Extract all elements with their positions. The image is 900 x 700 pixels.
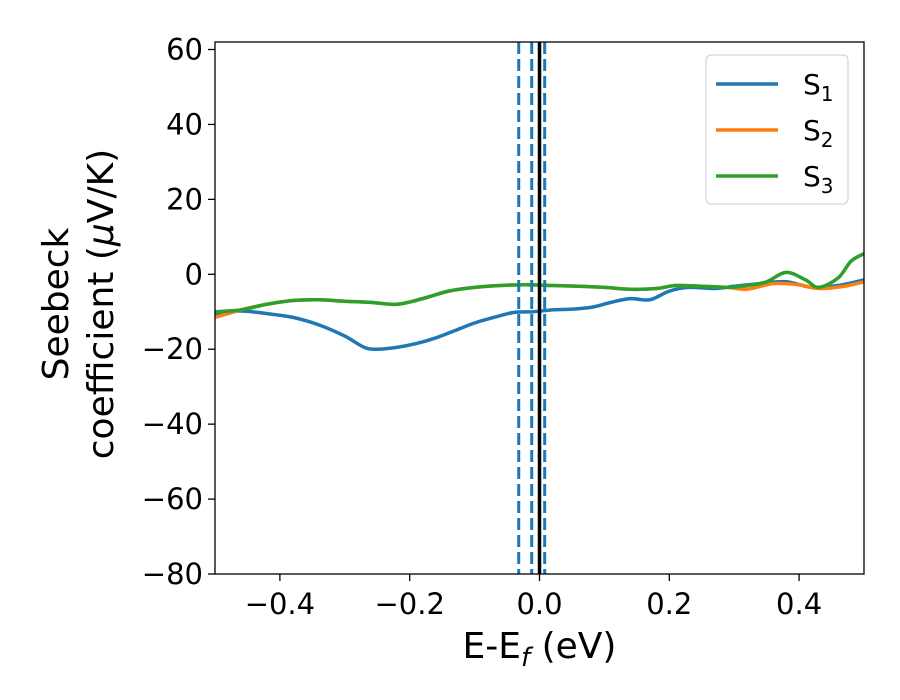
x-axis-label-rest: (eV) bbox=[530, 626, 616, 667]
y-tick-label: 20 bbox=[166, 182, 203, 216]
legend: S1 S2 S3 bbox=[705, 54, 849, 205]
y-axis-label-line1: Seebeck bbox=[36, 227, 77, 380]
x-tick-label: 0.4 bbox=[776, 587, 822, 621]
y-tick-label: 60 bbox=[166, 32, 203, 66]
y-tick-label: −40 bbox=[142, 407, 203, 441]
series-line-s3 bbox=[215, 252, 864, 314]
axis-ticks: −0.4 −0.2 0.0 0.2 0.4 60 40 20 0 −20 −40 −60 −80 bbox=[142, 32, 822, 621]
x-tick-label: −0.2 bbox=[374, 587, 444, 621]
y-axis-label-suffix: V/K) bbox=[81, 149, 122, 223]
x-axis-label-base: E-E bbox=[463, 626, 521, 667]
legend-label-s3: S3 bbox=[803, 160, 834, 198]
y-tick-label: −80 bbox=[142, 557, 203, 591]
y-axis-label-prefix: coefficient ( bbox=[81, 246, 122, 459]
legend-label-s1: S1 bbox=[803, 68, 834, 106]
legend-label-s2: S2 bbox=[803, 114, 834, 152]
y-axis-label: Seebeck coefficient (μV/K) bbox=[36, 149, 122, 459]
x-tick-label: 0.0 bbox=[516, 587, 562, 621]
x-tick-label: −0.4 bbox=[245, 587, 315, 621]
x-tick-label: 0.2 bbox=[646, 587, 692, 621]
y-axis-label-mu: μ bbox=[81, 223, 122, 247]
y-tick-label: 0 bbox=[185, 257, 203, 291]
y-tick-label: −60 bbox=[142, 482, 203, 516]
y-axis-label-line2: coefficient (μV/K) bbox=[81, 149, 122, 459]
series-lines bbox=[215, 252, 864, 351]
y-tick-label: 40 bbox=[166, 107, 203, 141]
x-axis-label: E-Ef (eV) bbox=[463, 626, 617, 673]
y-tick-label: −20 bbox=[142, 332, 203, 366]
fermi-markers bbox=[517, 42, 547, 574]
